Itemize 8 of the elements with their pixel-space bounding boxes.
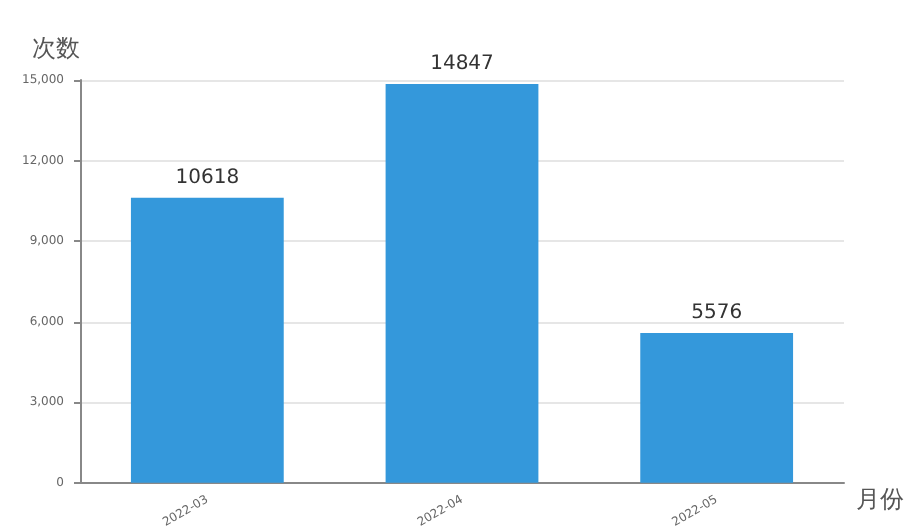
y-axis-title: 次数 bbox=[32, 34, 80, 62]
bar bbox=[385, 84, 539, 483]
x-axis-title: 月份 bbox=[856, 484, 904, 513]
data-label: 10618 bbox=[175, 166, 240, 189]
data-label: 14847 bbox=[430, 53, 494, 76]
bar bbox=[130, 197, 284, 483]
bar bbox=[640, 333, 794, 483]
data-label: 5576 bbox=[691, 302, 743, 325]
